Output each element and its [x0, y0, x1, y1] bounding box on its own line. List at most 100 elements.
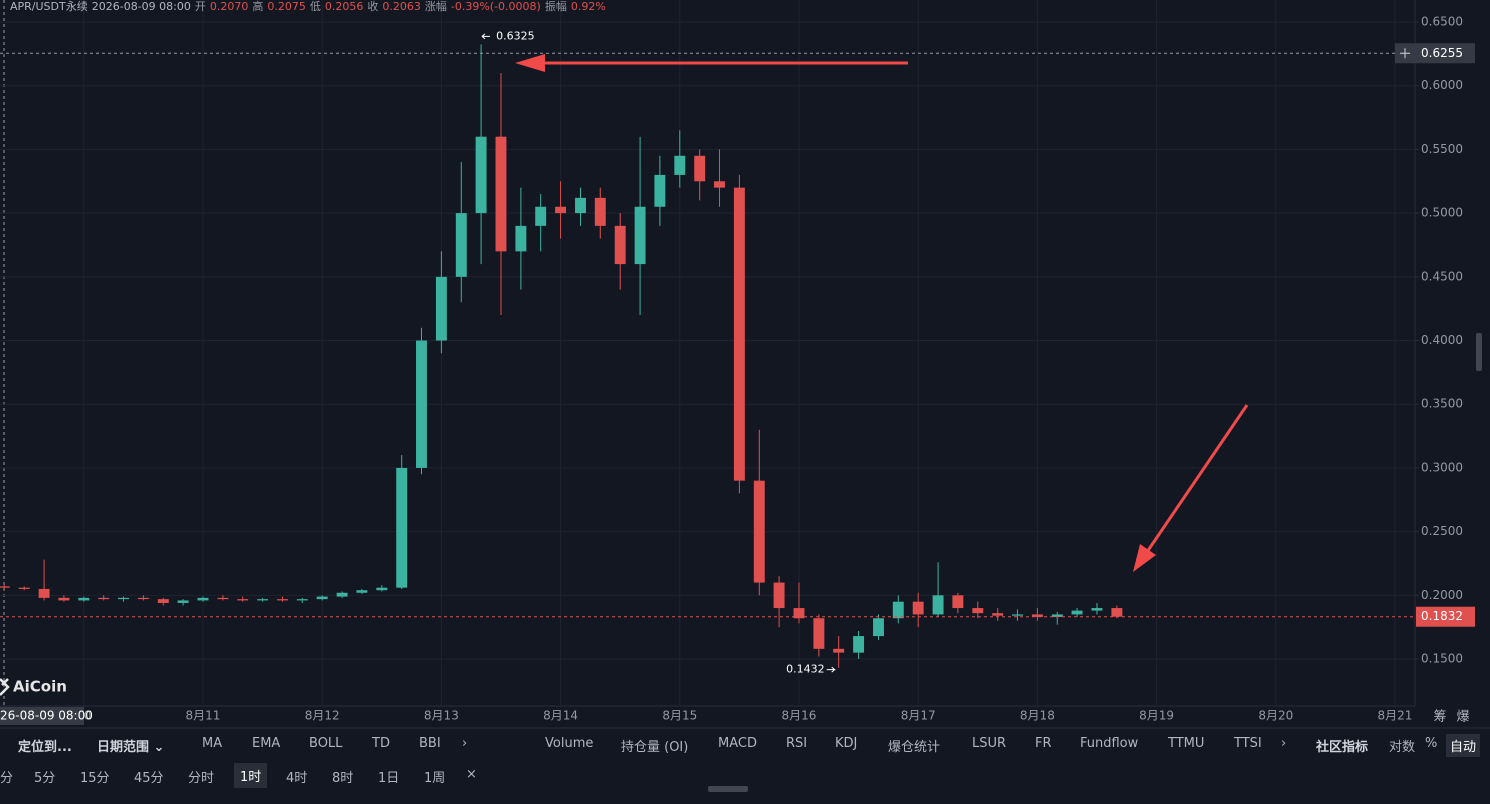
- candle-body: [217, 597, 229, 600]
- header-item: 2026-08-09 08:00: [91, 0, 191, 13]
- candle-body: [873, 618, 884, 637]
- candle-body: [177, 600, 189, 603]
- scroll-handle[interactable]: [1476, 333, 1482, 371]
- crosshair-price-label: 0.6255: [1421, 46, 1463, 60]
- header-item: 高: [252, 0, 264, 13]
- toolbar-button[interactable]: BBI: [419, 736, 441, 751]
- toolbar-button[interactable]: BOLL: [309, 736, 343, 751]
- candle-body: [1012, 614, 1023, 616]
- candle-body: [932, 595, 944, 615]
- candle-body: [1051, 614, 1063, 617]
- header-item: 收: [367, 0, 379, 13]
- candle-body: [594, 197, 606, 226]
- x-tick-label: 8月16: [782, 709, 817, 723]
- candle-body: [118, 597, 129, 600]
- interval-button[interactable]: 15分: [80, 771, 110, 786]
- y-tick-label: 0.5500: [1421, 142, 1463, 156]
- candle-body: [773, 582, 785, 609]
- toolbar-button[interactable]: ›: [1281, 736, 1287, 751]
- candle-body: [555, 206, 567, 214]
- toolbar-button[interactable]: Volume: [545, 736, 594, 751]
- toolbar-button[interactable]: 自动: [1446, 734, 1481, 757]
- header-item: 0.2063: [382, 0, 421, 13]
- x-tick-label: 8月21: [1378, 709, 1413, 723]
- candle-body: [992, 613, 1004, 616]
- y-tick-label: 0.3500: [1421, 397, 1463, 411]
- toolbar-button[interactable]: 社区指标: [1316, 740, 1369, 755]
- toolbar-button[interactable]: Fundflow: [1080, 736, 1139, 751]
- axis-button: 爆: [1456, 710, 1469, 725]
- low-annotation: 0.1432: [786, 663, 825, 676]
- candle-body: [714, 181, 725, 188]
- interval-button[interactable]: 1时: [234, 763, 268, 788]
- toolbar-button[interactable]: 对数: [1389, 740, 1416, 755]
- header-item: -0.39%(-0.0008): [450, 0, 541, 13]
- candle-body: [912, 601, 924, 615]
- toolbar-button[interactable]: 爆仓统计: [888, 740, 941, 755]
- interval-button[interactable]: 5分: [34, 771, 56, 786]
- interval-button[interactable]: 1日: [378, 771, 400, 786]
- candle-body: [58, 597, 70, 601]
- arrow-drawing: [515, 54, 908, 72]
- toolbar-button[interactable]: TTMU: [1168, 736, 1205, 751]
- candle-body: [78, 597, 90, 601]
- y-tick-label: 0.6500: [1421, 15, 1463, 29]
- toolbar-button[interactable]: RSI: [786, 736, 808, 751]
- header: APR/USDT永续 2026-08-09 08:00 开 0.2070 高 0.2075…: [10, 0, 610, 13]
- candle-body: [614, 225, 626, 265]
- candle-body: [38, 588, 50, 598]
- toolbar-button[interactable]: EMA: [252, 736, 281, 751]
- toolbar-button[interactable]: MACD: [718, 736, 757, 751]
- interval-button[interactable]: 分: [0, 771, 14, 786]
- candle-body: [535, 206, 547, 226]
- candle-body: [575, 197, 586, 214]
- candle-body: [416, 340, 427, 468]
- y-tick-label: 0.4000: [1421, 333, 1463, 347]
- low-annotation-arrow: [826, 666, 837, 673]
- interval-button[interactable]: 分时: [188, 771, 215, 786]
- candle-body: [674, 155, 686, 175]
- toolbar-button[interactable]: TD: [372, 736, 390, 751]
- interval-button[interactable]: 8时: [332, 771, 354, 786]
- candle-body: [1071, 610, 1083, 615]
- header-item: 0.2070: [209, 0, 249, 13]
- interval-button[interactable]: ×: [466, 767, 477, 782]
- candle-body: [853, 636, 865, 653]
- interval-button[interactable]: 4时: [286, 771, 308, 786]
- toolbar-button[interactable]: TTSI: [1234, 736, 1262, 751]
- crosshair-time-label: 26-08-09 08:00: [0, 709, 93, 723]
- toolbar-button[interactable]: MA: [202, 736, 223, 751]
- watermark: AiCoin: [13, 678, 67, 696]
- candle-body: [435, 276, 447, 341]
- candle-body: [18, 587, 30, 589]
- resize-handle[interactable]: [708, 786, 748, 792]
- toolbar-button[interactable]: KDJ: [835, 736, 858, 751]
- interval-button[interactable]: 45分: [134, 771, 164, 786]
- candle-body: [197, 597, 209, 601]
- candle-body: [1111, 608, 1123, 617]
- candle-body: [0, 586, 10, 588]
- x-tick-label: 8月19: [1139, 709, 1174, 723]
- toolbar-button[interactable]: %: [1425, 736, 1438, 751]
- header-item: 低: [309, 0, 321, 13]
- toolbar-button[interactable]: 持仓量 (OI): [621, 740, 689, 755]
- toolbar-button[interactable]: 日期范围 ⌄: [97, 740, 165, 755]
- candle-body: [98, 597, 110, 600]
- y-tick-label: 0.1500: [1421, 652, 1463, 666]
- candle-body: [137, 597, 149, 600]
- candle-body: [892, 601, 904, 619]
- x-tick-label: 8月11: [186, 709, 221, 723]
- candle-body: [694, 155, 706, 182]
- candle-body: [316, 596, 328, 600]
- candle-body: [356, 590, 368, 593]
- toolbar-button[interactable]: 定位到...: [18, 740, 72, 755]
- toolbar-button[interactable]: ›: [462, 736, 468, 751]
- toolbar-button[interactable]: FR: [1035, 736, 1052, 751]
- toolbar-button[interactable]: LSUR: [972, 736, 1007, 751]
- logo: AiCoin: [0, 678, 67, 696]
- crosshair-time-tag: [0, 707, 84, 725]
- interval-button[interactable]: 1周: [424, 771, 446, 786]
- candle-body: [237, 599, 249, 601]
